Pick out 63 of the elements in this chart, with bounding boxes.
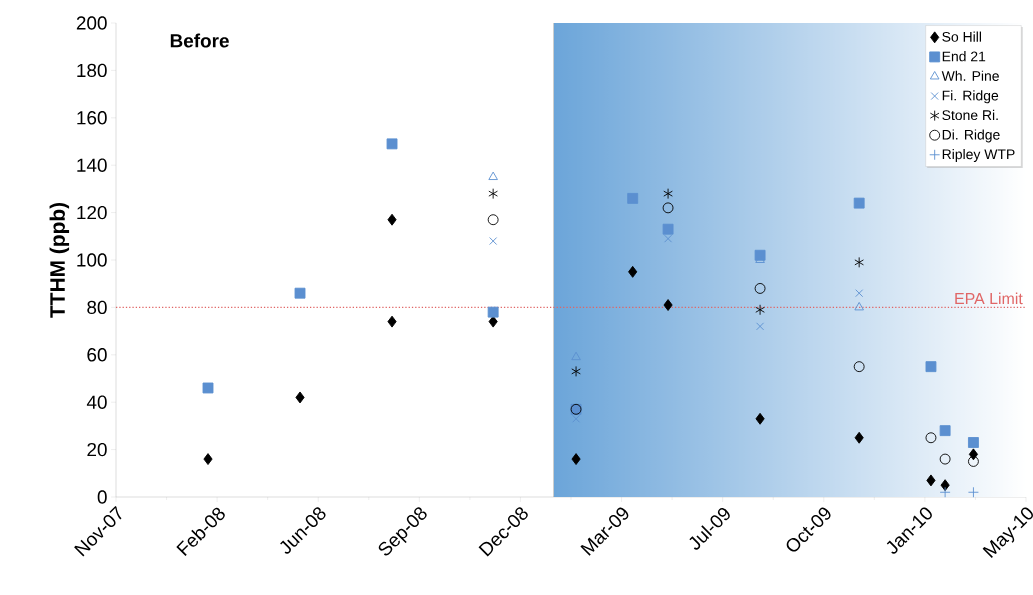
point <box>487 214 499 226</box>
y-tick-label: 140 <box>77 158 107 172</box>
ref-line-label: EPA Limit <box>955 292 1023 305</box>
y-tick-label: 80 <box>87 300 107 315</box>
point <box>854 431 864 444</box>
point <box>628 265 638 278</box>
annotation: Before <box>170 33 229 48</box>
point <box>295 391 305 404</box>
legend-label: Di. Ridge <box>942 129 1000 143</box>
y-tick-label: 200 <box>76 16 107 30</box>
point <box>939 486 951 498</box>
y-tick-label: 100 <box>77 253 107 267</box>
point <box>387 315 397 328</box>
legend-label: So Hill <box>942 31 982 42</box>
point <box>571 365 581 377</box>
point <box>488 188 498 200</box>
point <box>854 301 864 311</box>
point <box>925 432 937 444</box>
y-tick-label: 180 <box>77 63 107 78</box>
legend-label: Wh. Pine <box>941 70 999 81</box>
point <box>756 322 765 331</box>
point <box>967 437 979 448</box>
y-tick-label: 60 <box>87 348 107 362</box>
point <box>663 299 673 311</box>
point <box>487 306 499 318</box>
point <box>754 283 766 294</box>
point <box>571 453 581 466</box>
point <box>294 287 306 299</box>
point <box>854 256 864 268</box>
point <box>925 361 937 373</box>
y-tick-label: 40 <box>86 395 107 409</box>
point <box>488 171 498 180</box>
point <box>967 456 979 467</box>
point <box>926 474 936 487</box>
point <box>855 289 864 298</box>
y-axis-title: TTHM (ppb) <box>49 202 70 318</box>
point <box>755 304 765 316</box>
point <box>627 192 639 204</box>
legend-label: Ripley WTP <box>942 148 1015 162</box>
y-tick-label: 0 <box>97 490 107 504</box>
y-tick-label: 20 <box>87 442 107 457</box>
point <box>939 425 951 437</box>
point <box>853 361 865 373</box>
point <box>755 412 765 425</box>
point <box>662 223 674 235</box>
point <box>203 453 213 466</box>
point <box>853 197 865 209</box>
point <box>662 202 674 214</box>
point <box>572 414 581 423</box>
point <box>939 453 951 465</box>
point <box>489 237 498 246</box>
legend-label: Fi. Ridge <box>942 90 999 104</box>
legend-label: End 21 <box>942 51 986 62</box>
point <box>571 351 581 361</box>
point <box>386 138 398 150</box>
point <box>967 486 979 498</box>
point <box>663 188 673 200</box>
legend-label: Stone Ri. <box>942 109 998 121</box>
point <box>664 234 673 243</box>
y-tick-label: 120 <box>77 205 107 220</box>
y-tick-label: 160 <box>77 111 107 125</box>
point <box>202 382 214 394</box>
point <box>387 213 397 226</box>
